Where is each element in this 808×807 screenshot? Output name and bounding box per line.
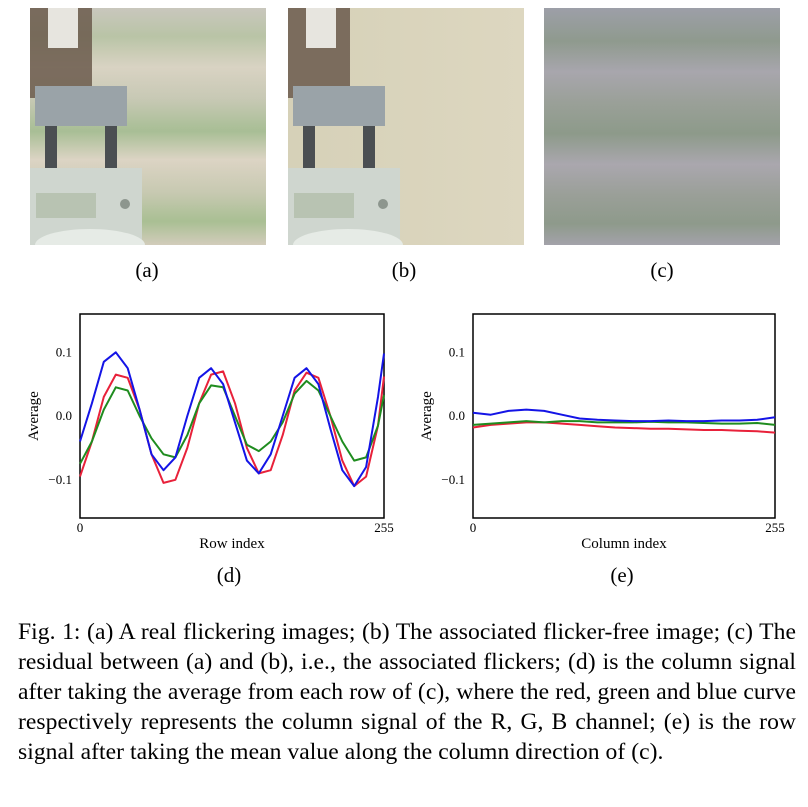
label-e: (e) xyxy=(610,563,634,587)
xtick-label: 0 xyxy=(470,520,477,535)
x-axis-label: Row index xyxy=(199,536,265,552)
xtick-label: 255 xyxy=(374,520,394,535)
x-axis-label: Column index xyxy=(581,536,667,552)
label-a: (a) xyxy=(135,258,159,282)
label-b: (b) xyxy=(391,258,417,282)
ytick-label: −0.1 xyxy=(48,472,72,487)
series-line-r xyxy=(472,421,776,434)
plot-frame xyxy=(79,313,385,519)
series-line-g xyxy=(472,420,776,426)
label-c: (c) xyxy=(650,258,674,282)
chart-row-signal: 0.1 0.0 −0.1 0 255 Row index Average xyxy=(18,300,398,590)
y-axis-label: Average xyxy=(419,391,435,441)
figure-caption: Fig. 1: (a) A real flickering images; (b… xyxy=(18,619,796,765)
series-line-b xyxy=(472,408,776,423)
ytick-label: 0.0 xyxy=(56,408,72,423)
ytick-label: 0.1 xyxy=(449,344,465,359)
chart-column-signal: 0.1 0.0 −0.1 0 255 Column index Average xyxy=(408,300,798,590)
chart-d-svg: 0.1 0.0 −0.1 0 255 Row index Average xyxy=(26,313,394,552)
label-d: (d) xyxy=(216,563,242,587)
y-axis-label: Average xyxy=(26,391,42,441)
ytick-label: −0.1 xyxy=(441,472,465,487)
photo-flickering xyxy=(30,8,266,245)
photo-residual-flicker xyxy=(544,8,780,245)
chart-e-svg: 0.1 0.0 −0.1 0 255 Column index Average xyxy=(419,313,785,552)
series-line-b xyxy=(79,351,385,488)
ytick-label: 0.0 xyxy=(449,408,465,423)
xtick-label: 0 xyxy=(77,520,84,535)
photo-flicker-free xyxy=(288,8,524,245)
ytick-label: 0.1 xyxy=(56,344,72,359)
plot-frame xyxy=(472,313,776,519)
series-line-g xyxy=(79,379,385,465)
series-line-r xyxy=(79,370,385,488)
xtick-label: 255 xyxy=(765,520,785,535)
